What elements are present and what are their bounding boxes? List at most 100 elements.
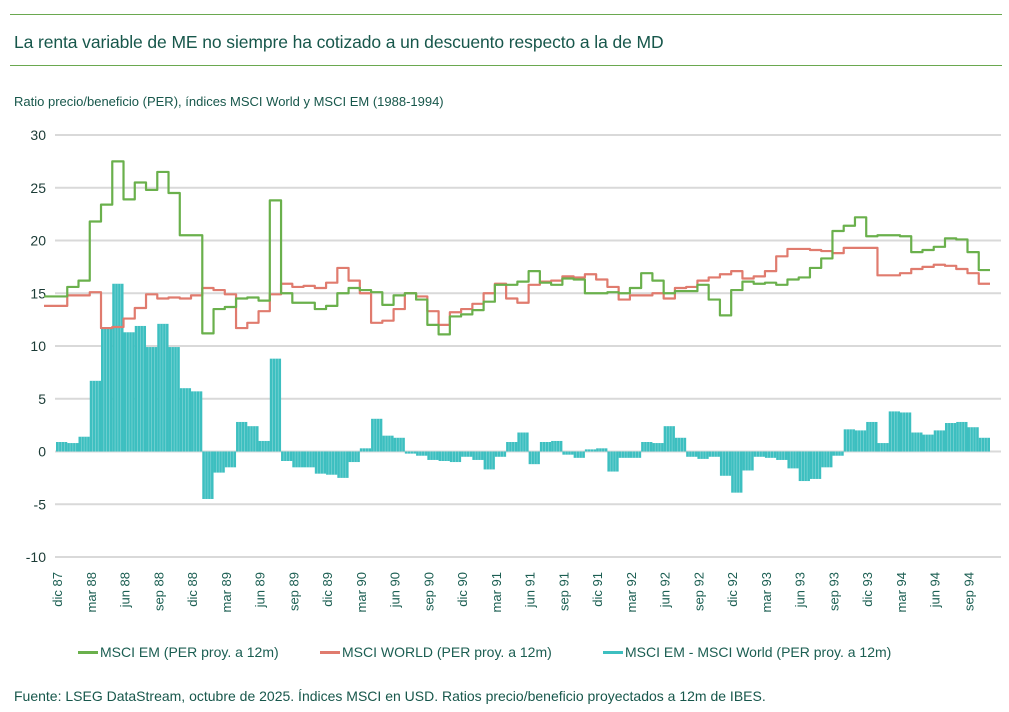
diff-bar-fill [213,451,225,473]
diff-bar-fill [326,451,338,475]
diff-bar-fill [67,443,79,452]
diff-bar-fill [573,451,585,458]
x-tick-label: jun 92 [658,572,673,608]
diff-bar [269,358,282,452]
diff-bar-fill [618,451,630,458]
diff-bar-fill [866,421,878,452]
diff-bar-fill [89,380,102,452]
diff-bar-fill [461,451,473,457]
diff-bar [832,451,844,456]
diff-bar-fill [652,443,664,452]
pe-ratio-chart: 30 25 20 15 10 5 0 -5 -10 dic 87 mar 88 jun 88 sep … [26,127,1001,612]
diff-bar [787,451,799,469]
diff-bar [618,451,630,458]
diff-bar [517,432,529,452]
diff-bar-fill [629,451,642,458]
diff-bar-fill [236,421,248,452]
diff-bar-fill [641,442,653,452]
diff-bar [371,418,383,452]
diff-bar-fill [506,442,518,452]
diff-bar [449,451,462,463]
diff-bar [641,442,653,452]
diff-bar-fill [438,451,450,461]
diff-bar [326,451,338,475]
x-tick-label: sep 88 [151,572,166,611]
diff-bar [427,451,439,460]
diff-bar [821,451,833,468]
x-tick-label: mar 88 [84,572,99,612]
diff-bar-fill [224,451,237,468]
diff-bar [629,451,642,458]
msci-world-line [44,246,990,330]
diff-bar-fill [911,432,923,452]
x-tick-label: mar 93 [759,572,774,612]
diff-bar-fill [191,391,203,452]
diff-bar-fill [449,451,462,463]
x-tick-label: mar 90 [354,572,369,612]
x-tick-label: jun 90 [388,572,403,608]
diff-bar [663,426,675,452]
diff-bar [303,451,315,468]
diff-bar-fill [404,451,417,454]
gridlines [55,134,1001,558]
x-tick-label: dic 90 [455,572,470,607]
title-underline-rule [10,65,1002,66]
diff-bar [202,451,214,499]
diff-bar [134,325,147,452]
diff-bar [899,412,912,452]
y-tick-label: -5 [34,496,47,512]
diff-bar [843,429,855,452]
x-tick-label: jun 91 [523,572,538,608]
diff-bar [776,451,788,460]
x-tick-label: dic 87 [50,572,65,607]
x-tick-label: sep 90 [421,572,436,611]
x-tick-label: jun 88 [118,572,133,608]
diff-bar [494,451,507,457]
diff-bar-fill [888,411,900,452]
legend-swatch-diff [603,650,623,654]
diff-bar-fill [798,451,810,482]
diff-bar-fill [101,327,113,452]
diff-bar [742,451,754,471]
x-axis-ticks: dic 87 mar 88 jun 88 sep 88 dic 88 mar 89 jun … [50,572,976,612]
diff-bar-fill [146,347,158,452]
diff-bar [78,436,90,452]
diff-bar [854,430,867,452]
diff-bar-fill [753,451,765,457]
diff-bar-fill [348,451,360,463]
diff-bar [652,443,664,452]
legend-item-diff: MSCI EM - MSCI World (PER proy. a 12m) [603,644,891,660]
series-lines [44,160,990,336]
diff-bar [101,327,113,452]
legend-swatch-em [78,650,98,654]
chart-subtitle: Ratio precio/beneficio (PER), índices MS… [14,94,444,109]
diff-bar-fill [776,451,788,460]
x-tick-label: dic 89 [320,572,335,607]
diff-bar-fill [269,358,282,452]
y-tick-label: 25 [30,180,46,196]
diff-bars [56,283,990,499]
diff-bar-fill [663,426,675,452]
diff-bar [258,440,270,452]
diff-bar-fill [112,283,124,452]
x-tick-label: mar 92 [624,572,639,612]
diff-bar-fill [967,427,979,452]
diff-bar [911,432,923,452]
diff-bar [551,440,563,452]
diff-bar [888,411,900,452]
diff-bar [314,451,327,474]
diff-bar-fill [371,418,383,452]
diff-bar-fill [157,323,169,452]
y-axis-ticks: 30 25 20 15 10 5 0 -5 -10 [26,127,46,565]
x-tick-label: mar 91 [489,572,504,612]
y-tick-label: 15 [30,285,46,301]
diff-bar-fill [483,451,495,470]
diff-bar-fill [596,448,608,452]
diff-bar [472,451,484,460]
x-tick-label: mar 89 [219,572,234,612]
diff-bar [89,380,102,452]
x-tick-label: dic 88 [185,572,200,607]
diff-bar-fill [764,451,777,458]
diff-bar [247,426,259,452]
diff-bar-fill [708,451,720,457]
